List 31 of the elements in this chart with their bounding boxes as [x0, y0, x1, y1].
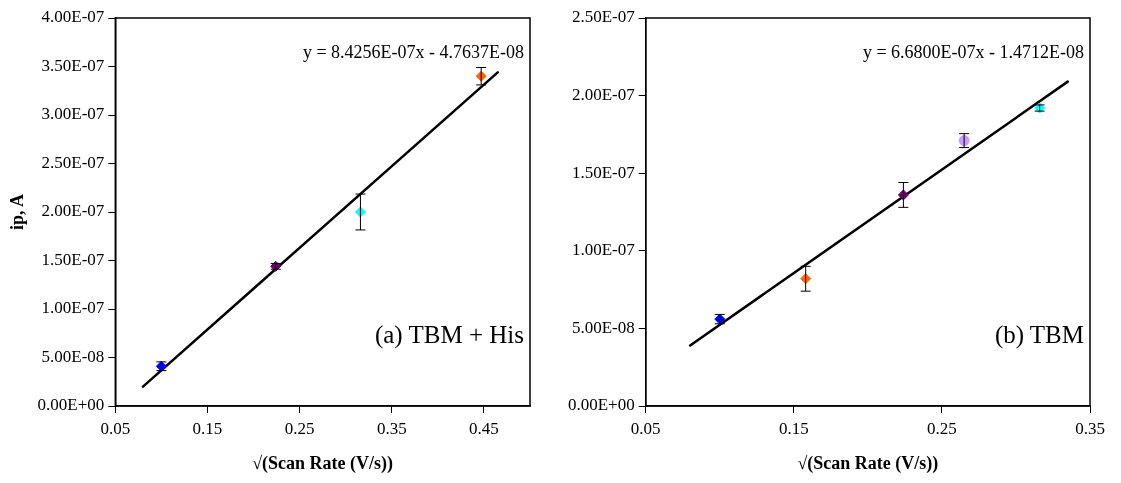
- y-tick-label: 3.00E-07: [41, 104, 105, 124]
- y-tick-label: 2.00E-07: [41, 201, 105, 221]
- x-axis-title: √(Scan Rate (V/s)): [252, 452, 394, 474]
- x-axis-title: √(Scan Rate (V/s)): [797, 452, 939, 474]
- annotation: y = 6.6800E-07x - 1.4712E-08: [862, 41, 1084, 62]
- x-tick-label: 0.05: [630, 418, 661, 438]
- y-tick-label: 2.00E-07: [571, 85, 636, 105]
- y-tick-label: 5.00E-08: [571, 317, 635, 337]
- y-tick-label: 4.00E-07: [41, 7, 105, 27]
- y-tick-label: 1.50E-07: [571, 162, 636, 182]
- x-tick-label: 0.15: [778, 418, 809, 438]
- y-tick-label: 3.50E-07: [41, 55, 105, 75]
- y-tick-label: 1.00E-07: [571, 240, 636, 260]
- annotation: (a) TBM + His: [374, 320, 524, 349]
- y-tick-label: 1.50E-07: [41, 249, 105, 269]
- x-tick-label: 0.15: [192, 418, 223, 438]
- x-tick-label: 0.05: [100, 418, 131, 438]
- x-tick-label: 0.35: [376, 418, 407, 438]
- y-tick-label: 0.00E+00: [37, 395, 105, 415]
- y-tick-label: 2.50E-07: [571, 7, 636, 27]
- y-tick-label: 2.50E-07: [41, 152, 105, 172]
- x-tick-label: 0.25: [927, 418, 957, 438]
- annotation: (b) TBM: [994, 320, 1084, 349]
- y-tick-label: 5.00E-08: [41, 346, 105, 366]
- x-tick-label: 0.25: [284, 418, 315, 438]
- y-tick-label: 0.00E+00: [567, 395, 635, 415]
- x-tick-label: 0.45: [469, 418, 499, 438]
- x-tick-label: 0.35: [1075, 418, 1105, 438]
- annotation: y = 8.4256E-07x - 4.7637E-08: [302, 41, 524, 62]
- y-axis-title: ip, A: [7, 193, 28, 231]
- y-tick-label: 1.00E-07: [41, 298, 105, 318]
